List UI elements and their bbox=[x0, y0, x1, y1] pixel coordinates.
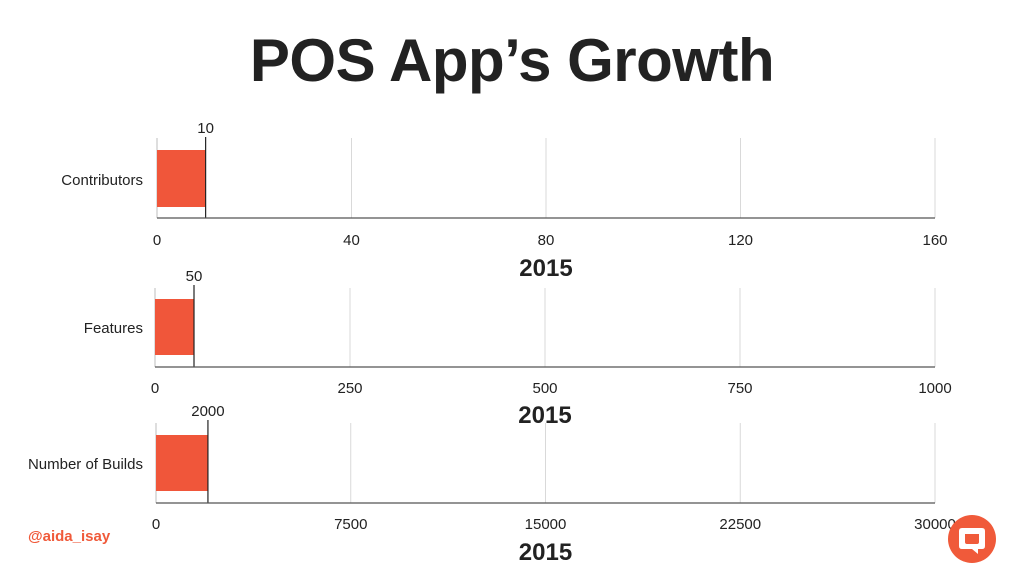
data-label: 10 bbox=[197, 120, 214, 137]
x-axis-title: 2015 bbox=[519, 539, 572, 566]
author-handle: @aida_isay bbox=[28, 528, 111, 545]
x-tick-label: 160 bbox=[922, 232, 947, 249]
x-tick-label: 15000 bbox=[525, 516, 567, 533]
x-tick-label: 0 bbox=[151, 380, 159, 397]
x-tick-label: 0 bbox=[152, 516, 160, 533]
x-tick-label: 250 bbox=[337, 380, 362, 397]
x-tick-label: 30000 bbox=[914, 516, 956, 533]
x-tick-label: 750 bbox=[727, 380, 752, 397]
x-tick-label: 80 bbox=[538, 232, 555, 249]
x-tick-label: 22500 bbox=[719, 516, 761, 533]
category-label: Number of Builds bbox=[28, 456, 143, 473]
bar bbox=[157, 150, 206, 207]
chat-bubble-logo-icon bbox=[948, 515, 996, 563]
data-label: 50 bbox=[186, 268, 203, 285]
x-tick-label: 0 bbox=[153, 232, 161, 249]
data-label: 2000 bbox=[191, 403, 224, 420]
bar bbox=[155, 299, 194, 355]
x-axis-title: 2015 bbox=[519, 255, 572, 282]
category-label: Contributors bbox=[61, 172, 143, 189]
bar bbox=[156, 435, 208, 491]
x-tick-label: 7500 bbox=[334, 516, 367, 533]
x-tick-label: 500 bbox=[532, 380, 557, 397]
x-tick-label: 40 bbox=[343, 232, 360, 249]
page-title: POS App’s Growth bbox=[249, 27, 775, 94]
category-label: Features bbox=[84, 320, 143, 337]
x-tick-label: 120 bbox=[728, 232, 753, 249]
x-tick-label: 1000 bbox=[918, 380, 951, 397]
